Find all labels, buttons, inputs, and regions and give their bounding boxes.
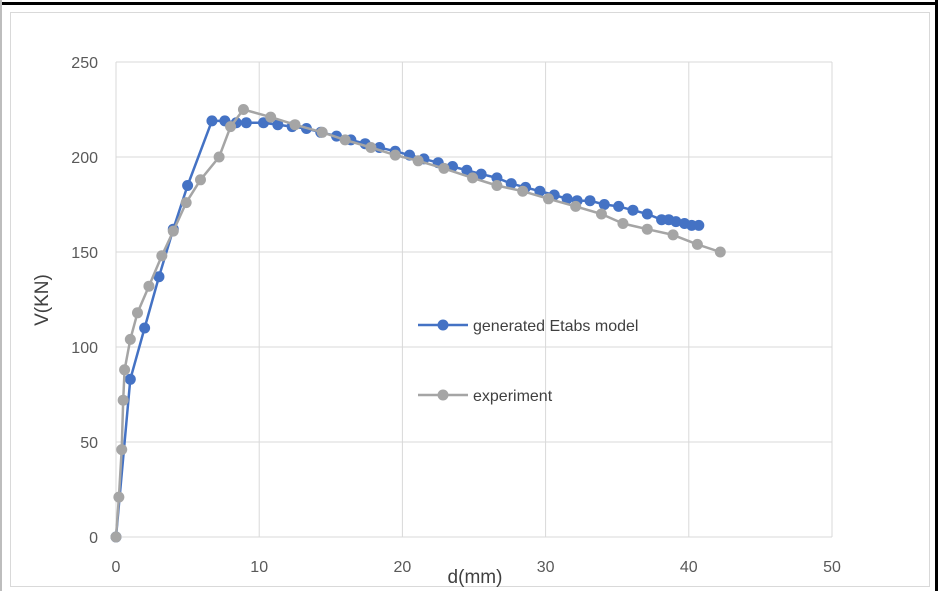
series-1-point-17	[316, 126, 328, 138]
series-0-point-9	[240, 117, 252, 129]
x-tick-label-3: 30	[537, 559, 555, 576]
series-1-point-22	[438, 162, 450, 174]
series-0-point-33	[584, 195, 596, 207]
series-0-point-31	[561, 193, 573, 205]
series-0-point-36	[627, 204, 639, 216]
series-1-point-26	[542, 193, 554, 205]
series-1-point-13	[225, 121, 237, 133]
series-0-point-26	[491, 172, 503, 184]
x-tick-label-1: 10	[250, 559, 268, 576]
series-1-point-3	[117, 394, 129, 406]
series-1-point-23	[467, 172, 479, 184]
series-1-point-14	[237, 104, 249, 115]
legend-label-1: experiment	[473, 388, 553, 405]
series-1-point-1	[113, 491, 125, 503]
series-0-point-11	[272, 119, 284, 131]
series-0-point-34	[598, 199, 610, 210]
legend-marker-0	[437, 319, 449, 331]
series-0-point-27	[505, 178, 517, 190]
x-tick-label-2: 20	[394, 559, 412, 576]
series-0-point-35	[613, 200, 625, 212]
series-0-point-2	[139, 322, 151, 334]
series-1-point-29	[617, 218, 629, 229]
x-tick-label-5: 50	[823, 559, 841, 576]
series-1-point-33	[714, 246, 726, 258]
series-1-point-32	[691, 238, 703, 250]
series-1-point-10	[180, 197, 192, 209]
right-border-line	[935, 0, 938, 591]
series-0-point-25	[475, 168, 487, 180]
series-1-point-0	[110, 531, 122, 543]
series-1-point-30	[641, 223, 653, 235]
series-0-point-3	[153, 271, 165, 283]
series-0-point-37	[641, 208, 653, 220]
legend-marker-1	[437, 389, 449, 401]
x-tick-label-0: 0	[112, 559, 121, 576]
series-1-point-21	[412, 155, 424, 167]
series-1-point-18	[339, 134, 351, 146]
series-0-point-29	[534, 185, 546, 197]
series-1-point-5	[124, 333, 136, 345]
series-1-point-9	[167, 225, 179, 237]
left-border-line	[0, 0, 2, 591]
series-line-1	[114, 108, 721, 538]
series-1-point-31	[667, 229, 679, 241]
series-1-point-2	[116, 444, 128, 456]
series-1-point-28	[595, 208, 607, 220]
y-tick-label-1: 50	[80, 435, 98, 452]
series-1-point-7	[143, 280, 155, 292]
y-axis-title: V(KN)	[32, 274, 53, 326]
series-0-point-1	[124, 373, 136, 385]
series-1-point-16	[289, 119, 301, 131]
series-0-point-24	[461, 164, 473, 176]
series-1-point-12	[213, 151, 225, 163]
series-0-point-43	[693, 219, 705, 231]
series-1-point-15	[265, 111, 277, 123]
series-1-point-4	[119, 364, 131, 376]
y-tick-label-0: 0	[89, 530, 98, 547]
y-tick-label-5: 250	[71, 55, 98, 72]
series-1-point-8	[156, 250, 168, 262]
x-axis-title: d(mm)	[448, 567, 503, 588]
series-1-point-20	[389, 149, 401, 161]
legend-label-0: generated Etabs model	[473, 318, 638, 335]
chart-area	[10, 12, 930, 587]
series-1-point-25	[517, 185, 529, 197]
series-1-point-19	[365, 142, 377, 153]
series-0-point-6	[206, 115, 218, 127]
x-tick-label-4: 40	[680, 559, 698, 576]
y-tick-label-3: 150	[71, 245, 98, 262]
series-1-point-6	[131, 307, 143, 319]
top-border-line	[0, 2, 938, 5]
series-1-point-27	[570, 200, 582, 212]
series-1-point-24	[491, 180, 503, 191]
y-tick-label-4: 200	[71, 150, 98, 167]
series-0-point-5	[182, 180, 194, 191]
y-tick-label-2: 100	[71, 340, 98, 357]
series-0-point-40	[670, 216, 682, 228]
series-1-point-11	[194, 174, 206, 186]
